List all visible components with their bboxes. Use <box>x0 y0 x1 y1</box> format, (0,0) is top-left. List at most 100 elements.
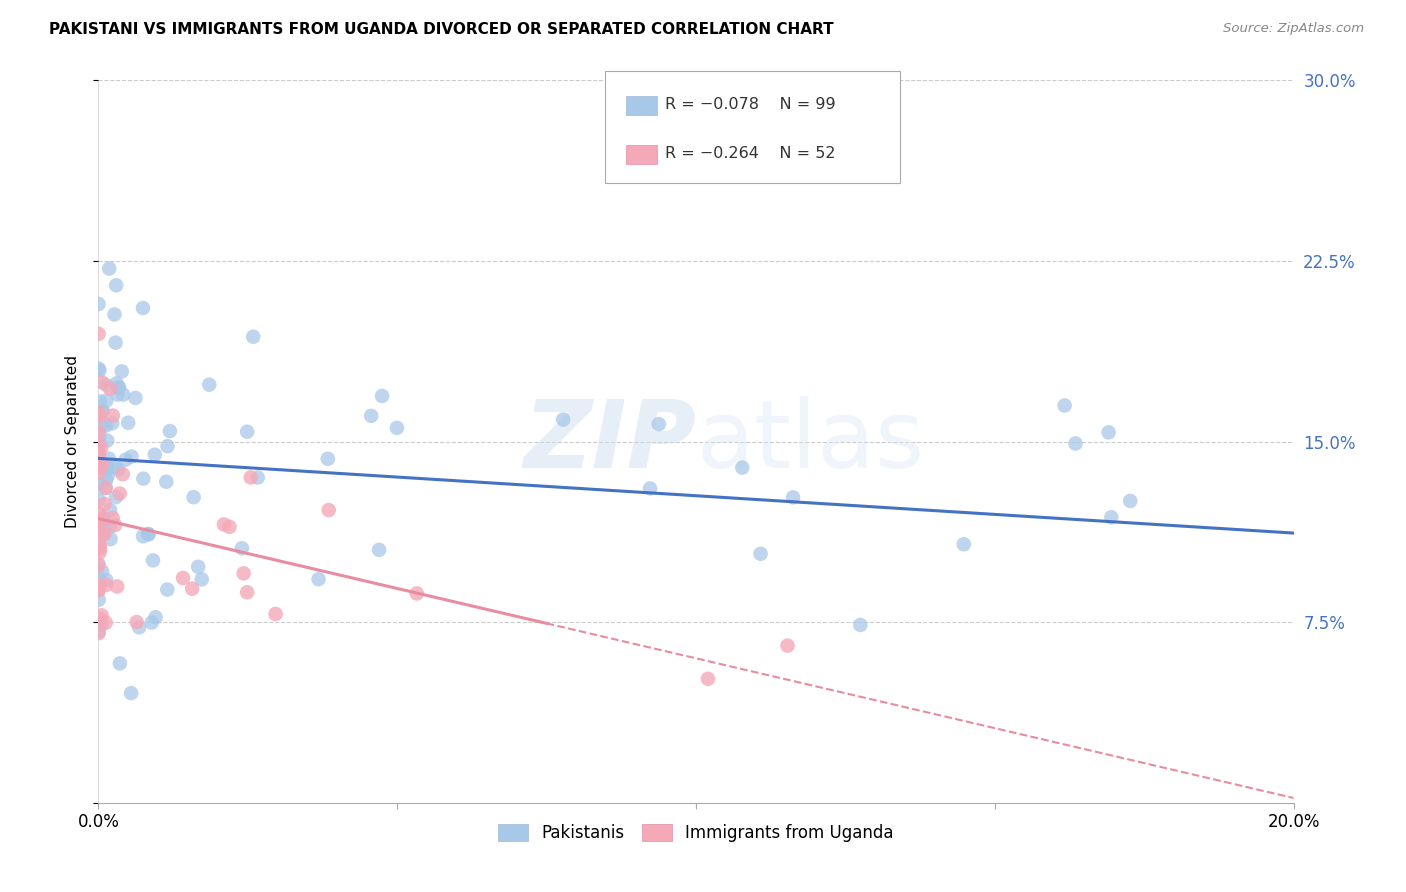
Point <box>132 472 155 486</box>
Point <box>108 657 131 671</box>
Point <box>120 686 142 700</box>
Point <box>91 564 114 578</box>
Point <box>87 583 110 598</box>
Point <box>98 382 121 396</box>
Point <box>108 380 131 394</box>
Point <box>89 460 111 475</box>
Point <box>87 626 110 640</box>
Point <box>87 409 110 424</box>
Point <box>218 520 240 534</box>
Point <box>1119 494 1142 508</box>
Point <box>91 457 114 471</box>
Point <box>138 527 160 541</box>
Text: R = −0.078    N = 99: R = −0.078 N = 99 <box>665 97 835 112</box>
Point <box>94 481 117 495</box>
Point <box>776 639 799 653</box>
Point <box>190 573 212 587</box>
Point <box>87 624 110 639</box>
Point <box>143 448 166 462</box>
Point <box>952 537 974 551</box>
Point <box>93 527 115 541</box>
Point <box>108 486 131 500</box>
Point <box>96 473 118 487</box>
Point <box>96 434 118 448</box>
Point <box>156 439 179 453</box>
Point <box>94 463 117 477</box>
Point <box>93 497 115 511</box>
Point <box>89 528 111 542</box>
Point <box>239 470 262 484</box>
Point <box>87 451 110 466</box>
Point <box>105 278 128 293</box>
Point <box>103 459 125 474</box>
Point <box>212 517 235 532</box>
Point <box>87 558 110 573</box>
Point <box>94 481 117 495</box>
Point <box>90 511 112 525</box>
Point <box>90 375 112 389</box>
Point <box>90 608 112 623</box>
Point <box>1097 425 1119 440</box>
Point <box>89 429 111 443</box>
Point <box>198 377 221 392</box>
Point <box>90 525 112 540</box>
Point <box>87 326 110 341</box>
Text: atlas: atlas <box>696 395 924 488</box>
Point <box>87 512 110 526</box>
Point <box>89 538 111 552</box>
Point <box>93 523 115 537</box>
Point <box>90 418 112 433</box>
Point <box>87 492 110 507</box>
Point <box>183 490 205 504</box>
Point <box>236 425 259 439</box>
Point <box>87 540 110 554</box>
Point <box>121 450 143 464</box>
Point <box>232 566 254 581</box>
Point <box>231 541 253 556</box>
Point <box>117 416 139 430</box>
Point <box>132 529 155 543</box>
Point <box>141 615 163 630</box>
Point <box>87 557 110 571</box>
Point <box>1099 510 1122 524</box>
Point <box>87 466 110 480</box>
Y-axis label: Divorced or Separated: Divorced or Separated <box>65 355 80 528</box>
Point <box>107 380 129 394</box>
Point <box>90 617 112 632</box>
Point <box>236 585 259 599</box>
Point <box>87 578 110 592</box>
Point <box>105 579 128 593</box>
Text: PAKISTANI VS IMMIGRANTS FROM UGANDA DIVORCED OR SEPARATED CORRELATION CHART: PAKISTANI VS IMMIGRANTS FROM UGANDA DIVO… <box>49 22 834 37</box>
Point <box>93 511 115 525</box>
Point <box>104 518 127 533</box>
Point <box>87 570 110 584</box>
Point <box>87 297 110 311</box>
Point <box>128 620 150 634</box>
Point <box>94 615 117 630</box>
Legend: Pakistanis, Immigrants from Uganda: Pakistanis, Immigrants from Uganda <box>492 817 900 848</box>
Text: Source: ZipAtlas.com: Source: ZipAtlas.com <box>1223 22 1364 36</box>
Point <box>782 491 804 505</box>
Point <box>96 460 118 475</box>
Point <box>89 435 111 450</box>
Point <box>87 582 110 597</box>
Point <box>87 507 110 521</box>
Point <box>731 460 754 475</box>
Point <box>697 672 720 686</box>
Point <box>89 541 111 556</box>
Point <box>90 514 112 528</box>
Point <box>90 441 112 455</box>
Point <box>87 455 110 469</box>
Point <box>648 417 671 432</box>
Point <box>87 361 110 376</box>
Point <box>105 376 128 391</box>
Point <box>553 412 575 426</box>
Point <box>89 546 111 560</box>
Point <box>87 444 110 458</box>
Point <box>100 532 122 546</box>
Point <box>136 526 159 541</box>
Point <box>103 307 125 321</box>
Point <box>96 393 118 408</box>
Point <box>89 363 111 377</box>
Point <box>145 610 167 624</box>
